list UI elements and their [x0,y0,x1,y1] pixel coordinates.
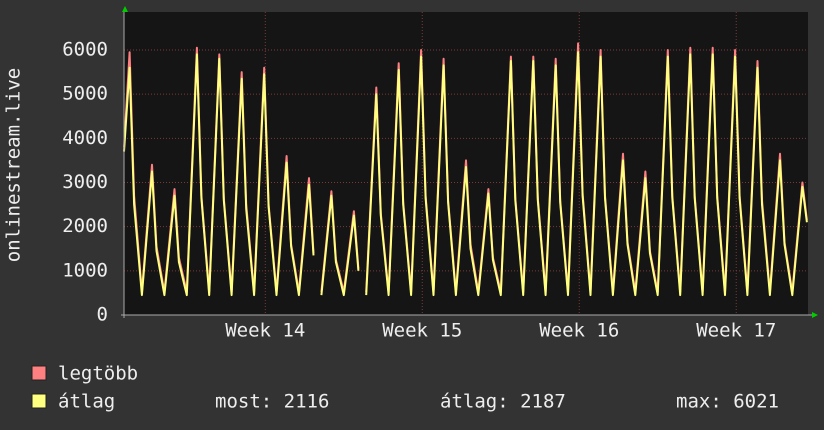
stat-text: most: 2116 [215,391,329,413]
stat-text: max: 6021 [676,391,779,413]
x-tick-label: Week 16 [539,320,619,342]
x-tick-label: Week 17 [696,320,776,342]
y-arrow [122,6,128,12]
y-tick-label: 0 [97,304,108,326]
y-tick-label: 5000 [62,83,108,105]
x-arrow [812,312,818,318]
legend-label: legtöbb [58,363,138,385]
stat-text: átlag: 2187 [440,391,566,413]
series-lines [123,42,808,297]
legend-swatch [31,393,47,409]
y-tick-label: 6000 [62,38,108,60]
y-tick-label: 2000 [62,215,108,237]
y-tick-label: 4000 [62,127,108,149]
legend: legtöbb átlag most: 2116 átlag: 2187 max: 60… [31,363,779,413]
series-line [123,51,808,297]
legend-label: átlag [58,391,115,413]
x-tick-label: Week 14 [225,320,305,342]
y-tick-label: 1000 [62,259,108,281]
x-tick-label: Week 15 [382,320,462,342]
y-tick-label: 3000 [62,171,108,193]
y-axis-label: onlinestream.live [3,68,25,262]
legend-swatch [31,365,47,381]
